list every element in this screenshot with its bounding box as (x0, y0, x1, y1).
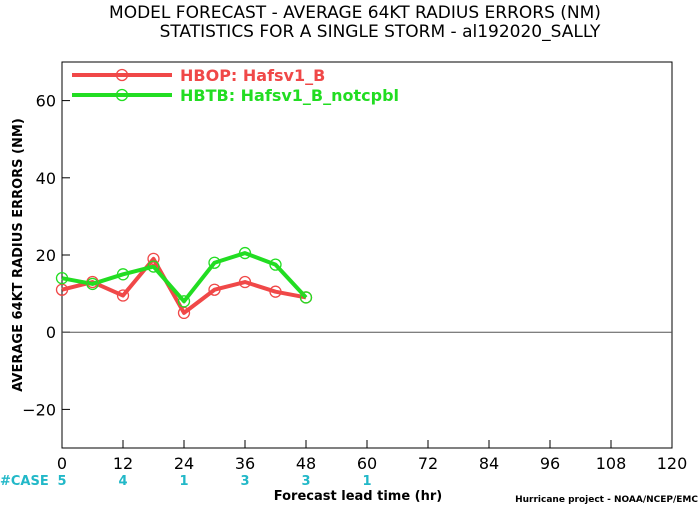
y-tick-label: 60 (36, 92, 56, 111)
series-1-point (299, 291, 313, 304)
x-axis-label: Forecast lead time (hr) (274, 489, 442, 504)
y-axis-label: AVERAGE 64KT RADIUS ERRORS (NM) (11, 118, 26, 392)
y-tick-label: −20 (22, 400, 56, 419)
series-line-0 (61, 256, 307, 315)
x-tick-label: 72 (418, 454, 438, 473)
chart-subtitle: STATISTICS FOR A SINGLE STORM - al192020… (160, 22, 601, 42)
x-tick-label: 12 (113, 454, 133, 473)
y-axis: −20 0 20 40 60 (22, 92, 70, 419)
legend-marker-0 (115, 68, 129, 82)
series-0-point (147, 252, 160, 266)
x-tick-label: 48 (296, 454, 316, 473)
case-count: 1 (362, 474, 371, 489)
case-count: 5 (57, 474, 66, 489)
series-0-point (116, 289, 130, 302)
series-1-point (147, 260, 160, 273)
series-1-point (208, 256, 221, 269)
case-count: 3 (240, 474, 249, 489)
series-1-point (238, 246, 252, 260)
x-tick-label: 60 (357, 454, 377, 473)
series-1-point (116, 268, 130, 281)
series-1-point (269, 258, 282, 271)
series-1-point (55, 272, 69, 285)
y-tick-label: 0 (46, 323, 56, 342)
series-1-point (177, 295, 191, 308)
series-0-point (208, 283, 221, 296)
case-counts: 5 4 1 3 3 1 (57, 474, 371, 489)
legend-marker-1 (115, 88, 129, 102)
x-tick-label: 96 (540, 454, 560, 473)
plot-area (61, 61, 673, 449)
x-tick-label: 0 (57, 454, 67, 473)
x-tick-label: 120 (657, 454, 688, 473)
case-count: 3 (301, 474, 310, 489)
legend-label-0: HBOP: Hafsv1_B (180, 66, 325, 85)
series-0-point (238, 275, 252, 289)
x-tick-label: 24 (174, 454, 194, 473)
x-tick-label: 84 (479, 454, 499, 473)
case-count: 1 (179, 474, 188, 489)
series-group (55, 246, 313, 320)
x-axis: 0 12 24 36 48 60 72 84 96 108 120 (57, 440, 687, 473)
x-tick-label: 108 (596, 454, 627, 473)
y-tick-label: 20 (36, 246, 56, 265)
series-0-point (269, 285, 282, 298)
case-count: 4 (118, 474, 127, 489)
y-tick-label: 40 (36, 169, 56, 188)
legend-label-1: HBTB: Hafsv1_B_notcpbl (180, 86, 399, 105)
series-1-point (86, 277, 99, 291)
series-line-1 (61, 251, 308, 304)
x-tick-label: 36 (235, 454, 255, 473)
credit-text: Hurricane project - NOAA/NCEP/EMC (515, 495, 698, 505)
chart-title: MODEL FORECAST - AVERAGE 64KT RADIUS ERR… (109, 3, 601, 23)
case-label: #CASE (0, 474, 49, 489)
